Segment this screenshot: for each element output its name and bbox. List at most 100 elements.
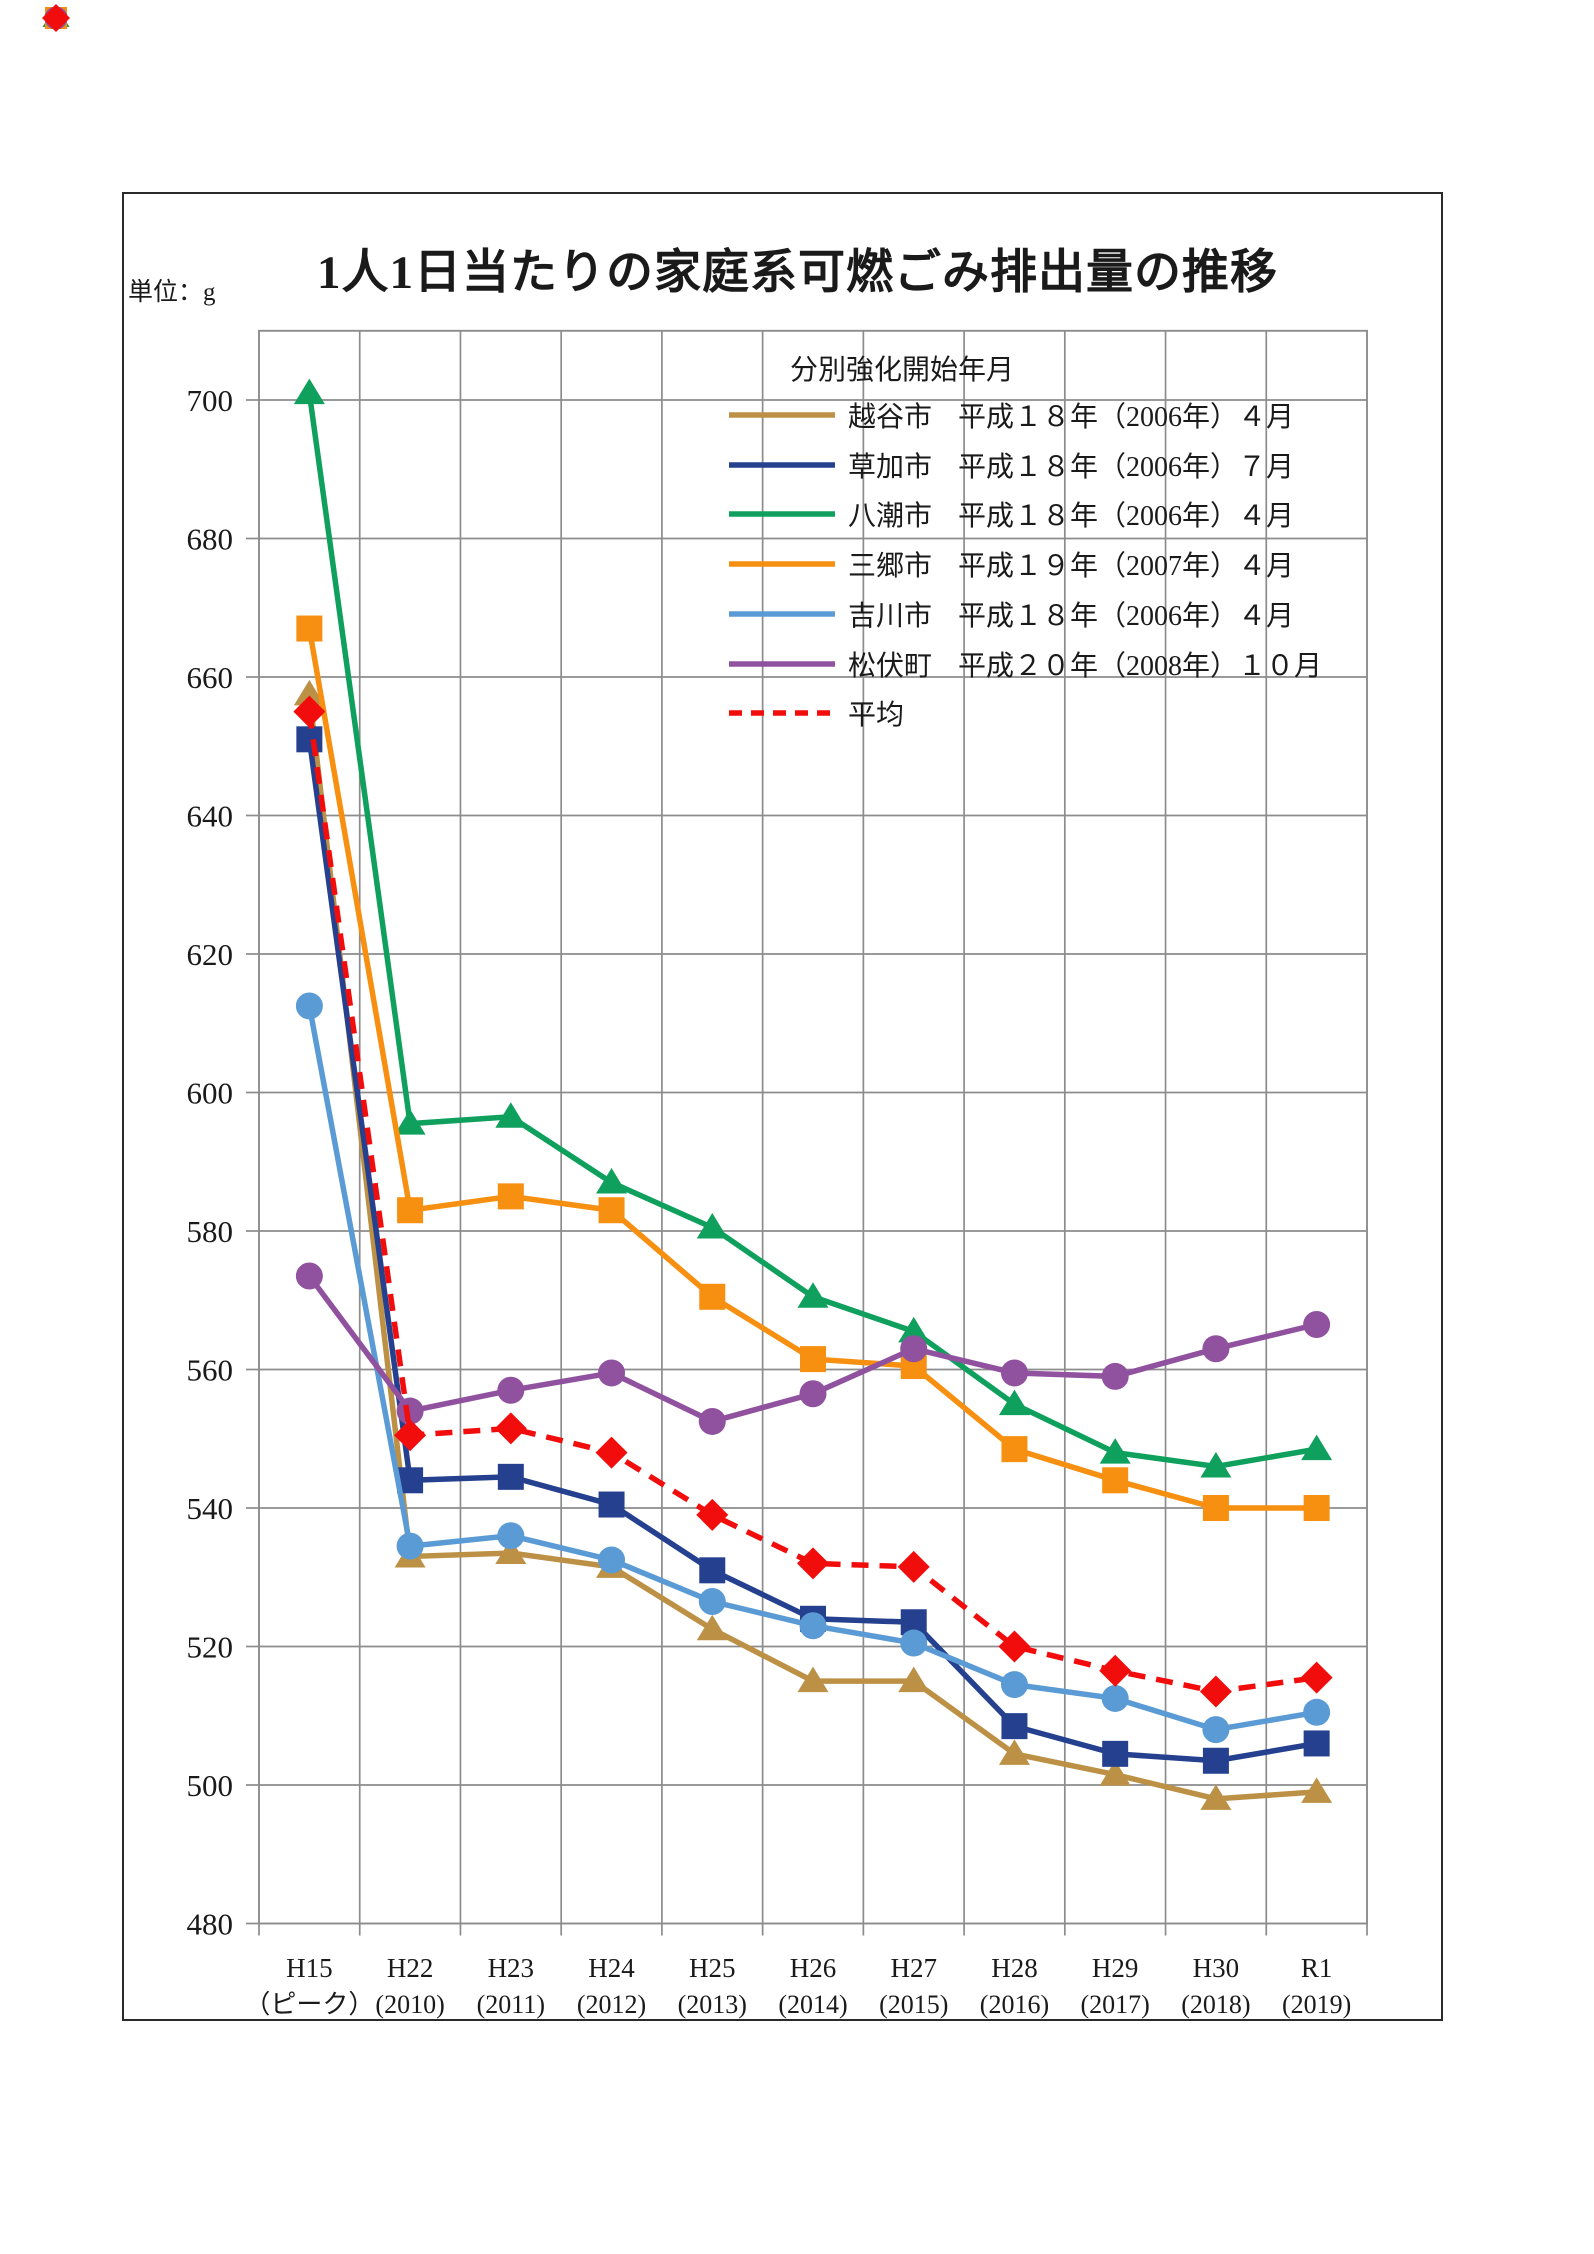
data-point-misato xyxy=(598,1197,625,1224)
legend-header: 分別強化開始年月 xyxy=(790,355,1015,386)
legend-sample-yoshikawa xyxy=(729,611,835,617)
data-point-yoshikawa xyxy=(295,992,323,1020)
data-point-soka xyxy=(699,1557,726,1584)
y-tick-label: 520 xyxy=(187,1630,234,1665)
x-tick-label-year: (2012) xyxy=(577,1990,646,2019)
data-point-matsubushi xyxy=(900,1335,928,1363)
legend-label-average: 平均 xyxy=(848,693,904,733)
data-point-misato xyxy=(1202,1495,1229,1521)
data-point-misato xyxy=(397,1197,424,1224)
data-point-misato xyxy=(1102,1467,1129,1494)
data-point-koshigaya xyxy=(696,1614,728,1641)
x-tick-label: H15 xyxy=(286,1953,333,1983)
y-tick-label: 480 xyxy=(187,1907,234,1942)
y-tick-label: 660 xyxy=(187,660,234,695)
legend-row-average: 平均 xyxy=(726,688,904,738)
data-point-yashio xyxy=(898,1316,930,1343)
data-point-soka xyxy=(1202,1747,1229,1774)
chart-outer-frame xyxy=(122,192,1443,2021)
data-point-matsubushi xyxy=(1202,1335,1230,1363)
legend-sample-average xyxy=(729,710,835,716)
data-point-yoshikawa xyxy=(396,1532,424,1560)
data-point-koshigaya xyxy=(1301,1777,1333,1803)
legend-series-name: 越谷市 xyxy=(848,402,933,433)
data-point-average xyxy=(1099,1654,1132,1687)
data-point-misato xyxy=(296,615,323,642)
y-tick-label: 680 xyxy=(187,522,234,557)
data-point-koshigaya xyxy=(797,1666,829,1693)
legend-row-soka: 草加市 平成１８年（2006年）７月 xyxy=(726,440,1294,490)
data-point-yashio xyxy=(293,378,325,405)
data-point-average-legend xyxy=(42,4,70,32)
data-point-misato xyxy=(1001,1436,1028,1463)
x-tick-label: H28 xyxy=(991,1953,1038,1983)
legend-label-koshigaya: 越谷市 平成１８年（2006年）４月 xyxy=(848,395,1294,435)
data-point-soka xyxy=(1001,1713,1028,1740)
legend-series-start-note: 平成１８年（2006年）４月 xyxy=(958,600,1295,632)
page-title: 1人1日当たりの家庭系可燃ごみ排出量の推移 xyxy=(317,247,1278,299)
data-point-yoshikawa xyxy=(598,1546,626,1574)
data-point-yoshikawa xyxy=(698,1587,726,1615)
data-point-yoshikawa xyxy=(900,1629,928,1657)
legend-series-start-note: 平成１８年（2006年）４月 xyxy=(958,402,1295,433)
x-tick-label-year: (2011) xyxy=(477,1990,545,2019)
x-tick-label: H26 xyxy=(790,1953,837,1983)
data-point-average xyxy=(394,1419,427,1452)
data-point-misato xyxy=(699,1283,726,1310)
plot-border xyxy=(258,329,1368,1925)
y-tick-label: 600 xyxy=(187,1076,234,1111)
data-point-average xyxy=(797,1547,829,1580)
x-tick-label: H23 xyxy=(488,1953,535,1983)
legend-row-matsubushi: 松伏町 平成２０年（2008年）１０月 xyxy=(726,639,1322,689)
data-point-average xyxy=(1199,1675,1232,1708)
data-point-yoshikawa xyxy=(1303,1698,1331,1726)
x-tick-label-year: (2015) xyxy=(879,1990,948,2019)
data-point-average xyxy=(1300,1661,1333,1694)
data-point-misato xyxy=(497,1183,524,1210)
data-point-yoshikawa xyxy=(1202,1716,1230,1744)
x-tick-label-year: (2010) xyxy=(375,1990,444,2019)
data-point-average xyxy=(293,695,326,728)
legend-sample-koshigaya xyxy=(729,412,835,418)
data-point-matsubushi xyxy=(295,1262,323,1290)
data-point-yashio xyxy=(797,1282,829,1308)
data-point-yashio xyxy=(394,1109,426,1135)
data-point-yashio xyxy=(696,1213,728,1239)
legend-row-koshigaya: 越谷市 平成１８年（2006年）４月 xyxy=(726,390,1294,440)
data-point-yashio xyxy=(1301,1434,1333,1461)
y-tick-label: 560 xyxy=(187,1353,234,1388)
data-point-koshigaya xyxy=(1099,1760,1131,1786)
data-point-soka xyxy=(1303,1730,1330,1757)
legend-label-yashio: 八潮市 平成１８年（2006年）４月 xyxy=(848,494,1294,534)
data-point-yashio xyxy=(495,1102,527,1128)
legend-series-name: 草加市 xyxy=(848,451,933,483)
legend-series-start-note: 平成１８年（2006年）７月 xyxy=(958,451,1295,483)
x-tick-label: H22 xyxy=(387,1953,434,1983)
data-point-average xyxy=(998,1630,1031,1663)
legend-label-matsubushi: 松伏町 平成２０年（2008年）１０月 xyxy=(848,644,1322,684)
data-point-matsubushi xyxy=(799,1380,827,1408)
x-tick-label-year: (2019) xyxy=(1282,1990,1351,2019)
legend-series-name: 平均 xyxy=(848,700,905,732)
data-point-matsubushi xyxy=(1303,1310,1331,1338)
data-point-soka xyxy=(296,726,323,753)
data-point-yashio xyxy=(998,1389,1030,1416)
y-tick-label: 580 xyxy=(187,1214,234,1249)
data-point-average xyxy=(696,1498,729,1531)
y-tick-label: 500 xyxy=(187,1768,234,1803)
legend-label-yoshikawa: 吉川市 平成１８年（2006年）４月 xyxy=(848,594,1294,634)
x-tick-label-year: (2016) xyxy=(980,1990,1049,2019)
data-point-koshigaya xyxy=(998,1739,1030,1765)
data-point-average xyxy=(595,1436,628,1469)
y-tick-label: 640 xyxy=(187,799,234,834)
data-point-yoshikawa xyxy=(1000,1671,1028,1699)
data-point-yashio xyxy=(1200,1451,1232,1478)
data-point-koshigaya xyxy=(495,1538,527,1565)
legend-row-yoshikawa: 吉川市 平成１８年（2006年）４月 xyxy=(726,589,1294,639)
data-point-average xyxy=(494,1412,527,1445)
legend-sample-matsubushi xyxy=(729,660,835,667)
x-tick-label: H24 xyxy=(588,1953,635,1983)
data-point-yashio xyxy=(1099,1438,1131,1464)
legend-series-name: 三郷市 xyxy=(848,551,933,583)
